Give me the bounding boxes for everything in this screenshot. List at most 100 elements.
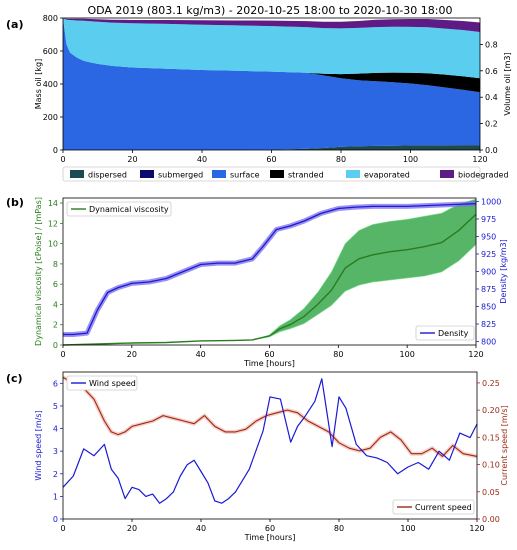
panel-b-y-tick-label: 4 [53,300,58,309]
panel-c-y-axis-label: Wind speed [m/s] [34,410,43,480]
panel-a-x-tick-label: 20 [127,155,137,164]
panel-a-y-right-tick-label: 0.0 [485,146,498,155]
panel-a-y-axis-label: Mass oil [kg] [34,59,43,110]
panel-c-y-tick-label: 5 [53,402,58,411]
panel-b-x-tick-label: 40 [196,350,206,359]
panel-a-y-tick-label: 600 [43,47,58,56]
panel-b-y-axis-label: Dynamical viscosity [cPoise] / [mPas] [34,197,43,346]
legend-a-swatch-evaporated [346,170,360,178]
panel-a-y-tick-label: 0 [53,146,58,155]
panel-c-x-tick-label: 60 [265,524,275,533]
panel-b-y-tick-label: 8 [53,260,58,269]
panel-c-x-tick-label: 0 [60,524,65,533]
panel-b-x-axis-label: Time [hours] [243,359,295,368]
area-biodegraded [63,18,480,32]
panel-c-y-right-tick-label: 0.05 [482,488,500,497]
panel-c-y-tick-label: 4 [53,425,58,434]
legend-a-swatch-surface [212,170,226,178]
panel-a-y-tick-label: 800 [43,14,58,23]
legend-current-frame [392,499,475,515]
panel-b-y-right-tick-label: 875 [481,285,496,294]
panel-c-y-tick-label: 2 [53,470,58,479]
panel-b-y-right-tick-label: 825 [481,320,496,329]
panel-b-y-right-tick-label: 900 [481,268,496,277]
legend-a-label-biodegraded: biodegraded [458,171,509,180]
legend-current-label: Current speed [415,503,472,512]
legend-wind-label: Wind speed [89,379,136,388]
legend-a-label-surface: surface [230,171,260,180]
panel-c-x-tick-label: 120 [469,524,484,533]
panel-b-x-tick-label: 120 [468,350,483,359]
area-surface [63,18,480,150]
panel-c-y-tick-label: 0 [53,515,58,524]
area-dispersed [63,145,480,150]
panel-b-y-tick-label: 10 [48,240,58,249]
panel-a-y-right-tick-label: 0.2 [485,120,498,129]
legend-a-swatch-dispersed [70,170,84,178]
panel-c-x-tick-label: 80 [334,524,344,533]
legend-a-label-stranded: stranded [288,171,324,180]
legend-viscosity-label: Dynamical viscosity [89,205,169,214]
panel-b-label: (b) [6,196,24,209]
panel-b-y-right-tick-label: 975 [481,215,496,224]
panel-a-y-tick-label: 400 [43,80,58,89]
panel-b-y-tick-label: 12 [48,219,58,228]
panel-b-x-tick-label: 100 [400,350,415,359]
panel-b-y-right-tick-label: 925 [481,250,496,259]
mass-balance-chart: 0 20 40 60 80 100 120 0 200 400 600 800 0.0 0.2 0.4 0.6… [34,14,512,164]
panel-b-x-tick-label: 20 [127,350,137,359]
panel-b-x-tick-label: 60 [264,350,274,359]
panel-a-x-tick-label: 60 [266,155,276,164]
panel-a-y-right-tick-label: 0.6 [485,67,498,76]
current-line [62,376,478,457]
panel-a-label: (a) [6,18,23,31]
panel-a-x-tick-label: 80 [336,155,346,164]
panel-a-x-tick-label: 40 [197,155,207,164]
panel-b-y-right-tick-label: 800 [481,338,496,347]
panel-b-y-tick-label: 14 [48,199,58,208]
viscosity-density-chart: 0 20 40 60 80 100 120 0 2 4 6 8 10 12 14 800 825 850 875 90… [34,197,508,368]
panel-b-x-tick-label: 0 [60,350,65,359]
panel-c-y-right-tick-label: 0.10 [482,461,500,470]
panel-c-y-right-tick-label: 0.20 [482,406,500,415]
legend-a-swatch-biodegraded [440,170,454,178]
legend-a-label-dispersed: dispersed [88,171,127,180]
mass-balance-legend: dispersed submerged surface stranded evapora… [62,166,509,182]
panel-b-y-tick-label: 6 [53,280,58,289]
panel-c-y-right-tick-label: 0.15 [482,433,500,442]
wind-current-chart: 0 20 40 60 80 100 120 0 1 2 3 4 5 6 0.00 0.05 0.10 0.15 0.… [34,371,509,542]
panel-c-x-tick-label: 20 [127,524,137,533]
panel-a-y-right-tick-label: 0.4 [485,93,498,102]
legend-a-swatch-stranded [270,170,284,178]
figure-title: ODA 2019 (803.1 kg/m3) - 2020-10-25 18:0… [87,4,452,17]
panel-b-y-right-tick-label: 1000 [481,198,501,207]
panel-c-y-right-tick-label: 0.00 [482,515,500,524]
legend-viscosity-frame [66,201,172,217]
density-line [63,202,477,336]
area-evaporated [63,18,480,79]
area-stranded [63,18,480,93]
wind-line [62,378,478,504]
panel-c-y-right-tick-label: 0.25 [482,379,500,388]
panel-b-y-right-tick-label: 950 [481,233,496,242]
legend-density-label: Density [438,329,469,338]
panel-c-y-tick-label: 3 [53,447,58,456]
panel-b-x-tick-label: 80 [333,350,343,359]
panel-c-x-tick-label: 100 [400,524,415,533]
panel-c-y-right-axis-label: Current speed [m/s] [500,405,509,485]
panel-c-x-tick-label: 40 [196,524,206,533]
panel-b-y-tick-label: 0 [53,341,58,350]
panel-b-y-right-axis-label: Density [kg/m3] [499,239,508,304]
legend-density-frame [415,325,475,341]
legend-a-label-evaporated: evaporated [364,171,410,180]
panel-a-y-right-axis-label: Volume oil [m3] [503,52,512,115]
panel-a-x-tick-label: 100 [403,155,418,164]
panel-a-x-tick-label: 120 [472,155,487,164]
panel-c-y-tick-label: 1 [53,492,58,501]
viscosity-line [62,213,477,346]
panel-c-y-tick-label: 6 [53,379,58,388]
legend-wind-frame [66,375,138,391]
panel-a-x-tick-label: 0 [60,155,65,164]
legend-a-swatch-submerged [140,170,154,178]
